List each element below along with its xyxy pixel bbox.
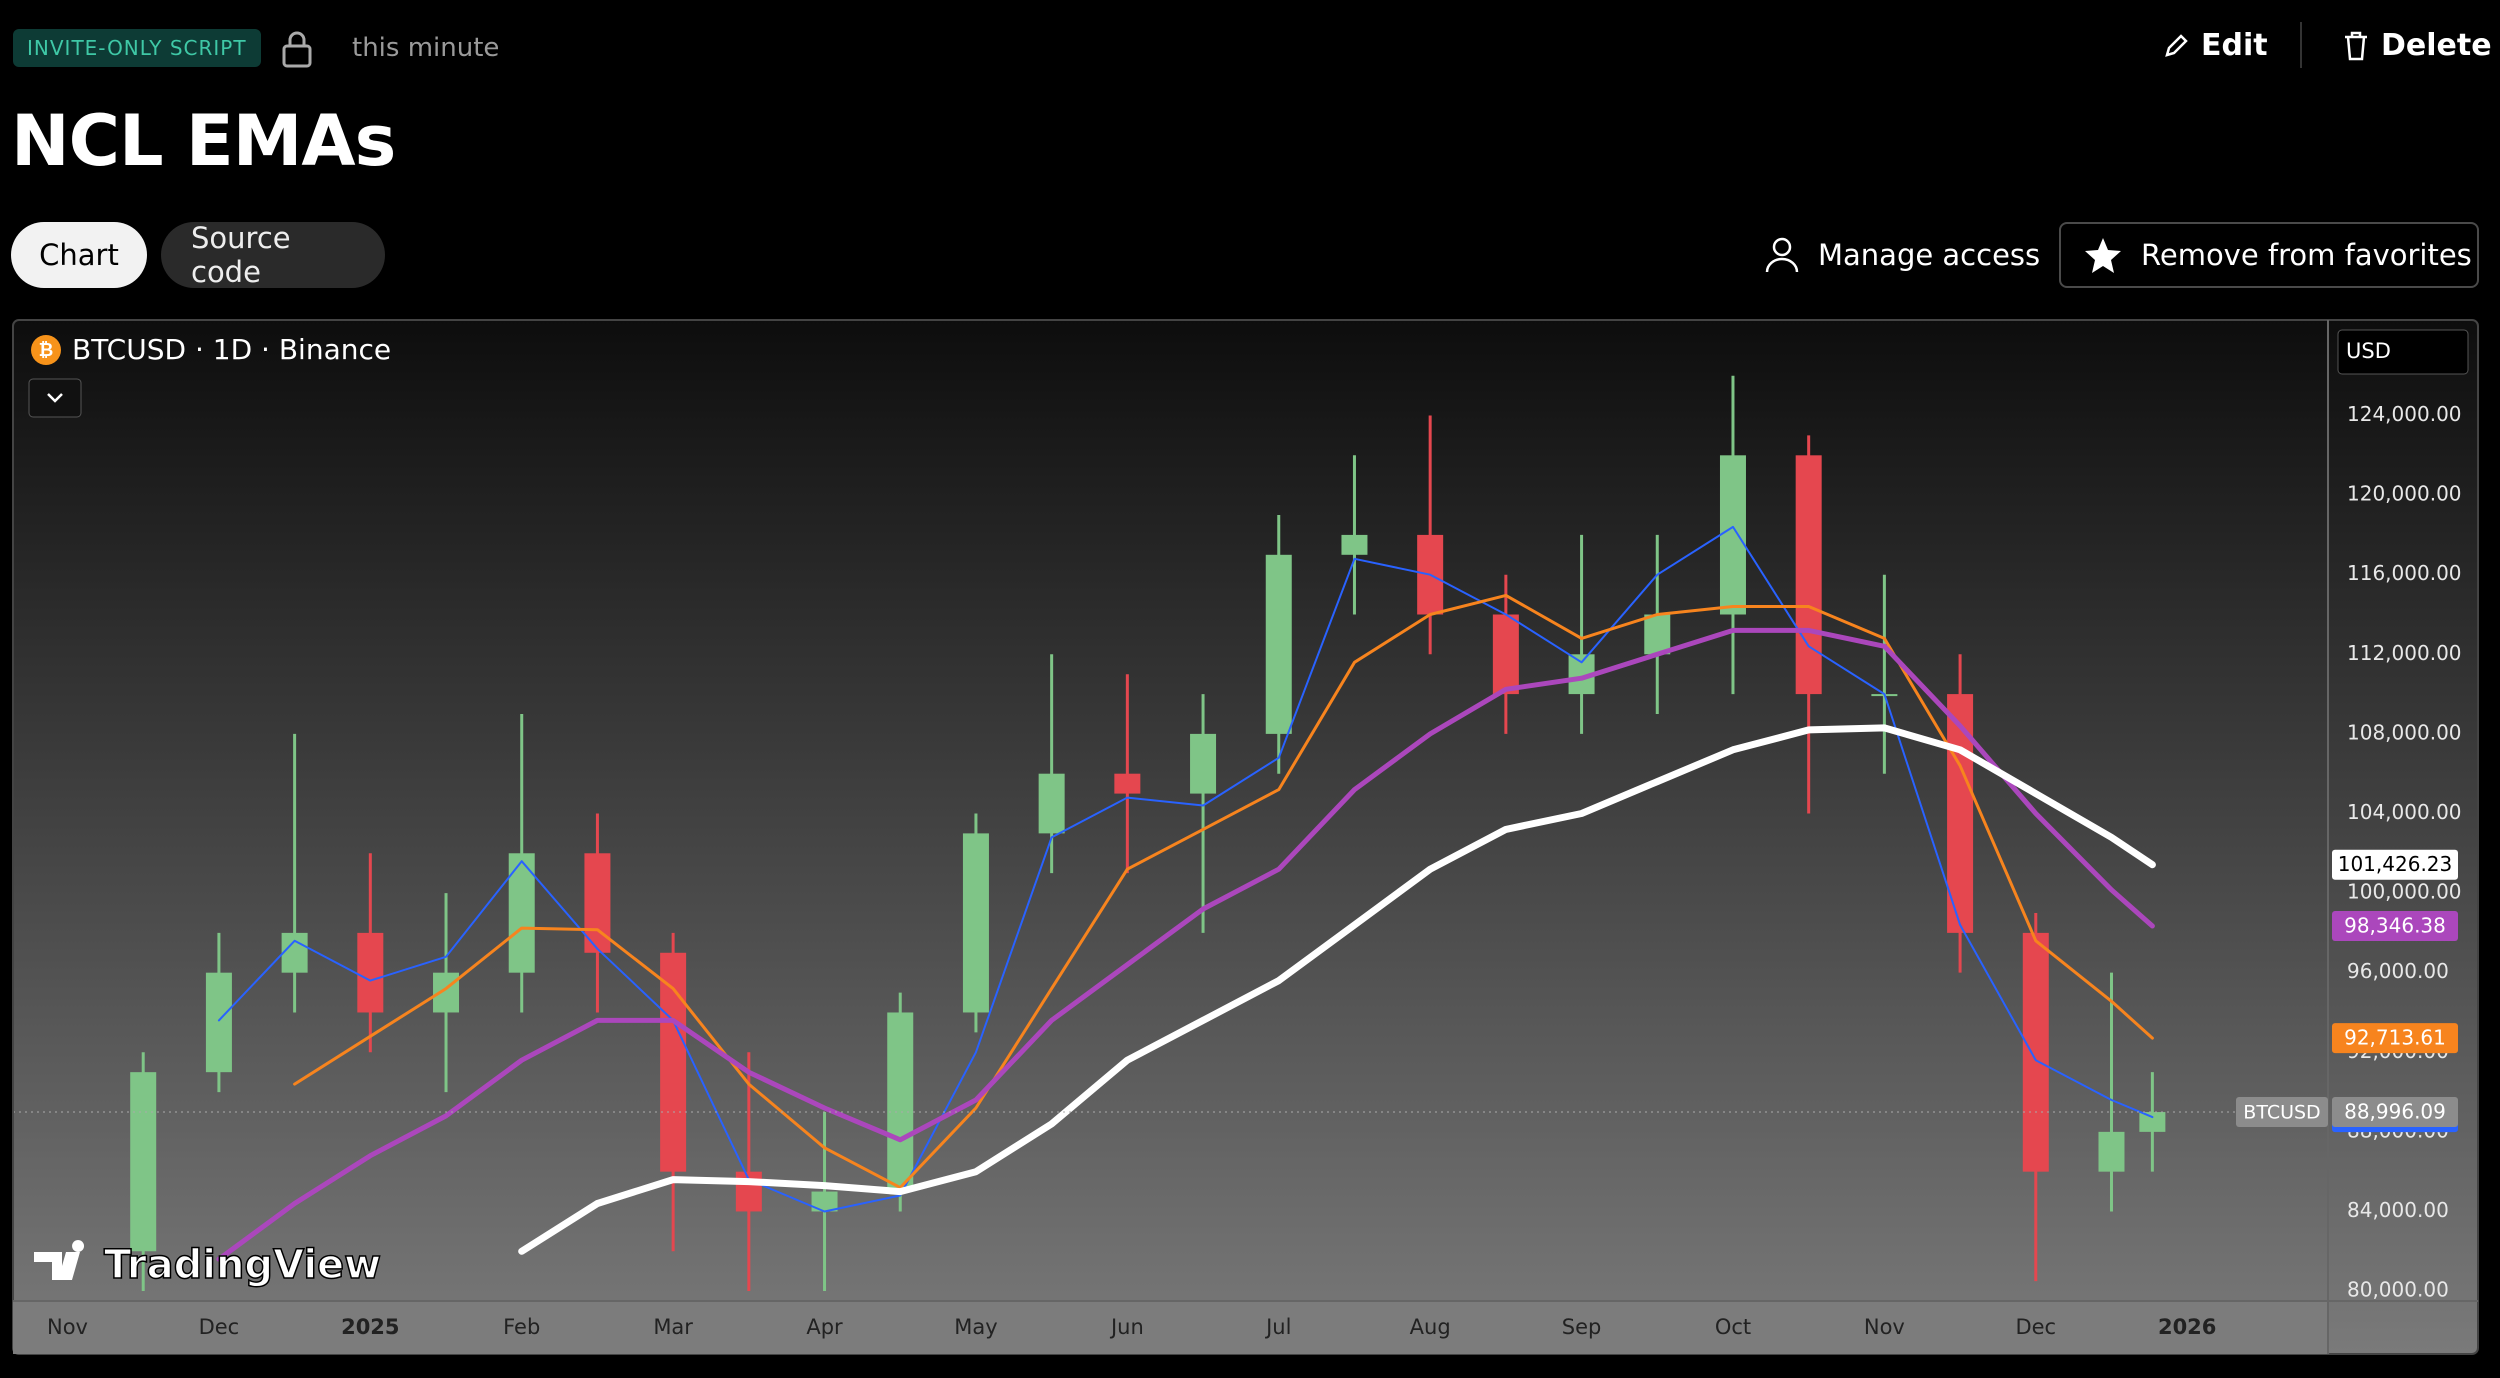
tv-logo bbox=[34, 1240, 85, 1280]
favorites-label: Remove from favorites bbox=[2141, 238, 2472, 272]
collapse-button[interactable] bbox=[28, 378, 82, 418]
lock-icon bbox=[282, 31, 312, 68]
y-tick-label: 96,000.00 bbox=[2347, 959, 2449, 983]
candle-body bbox=[962, 833, 989, 1013]
delete-icon bbox=[2345, 31, 2367, 60]
edit-label: Edit bbox=[2201, 28, 2268, 63]
candle-body bbox=[1719, 455, 1746, 615]
x-tick-label: Jul bbox=[1264, 1315, 1291, 1339]
x-tick-label: 2026 bbox=[2158, 1315, 2216, 1339]
tab-source[interactable]: Source code bbox=[161, 221, 385, 289]
currency-box[interactable] bbox=[2337, 329, 2469, 375]
x-tick-label: Nov bbox=[1864, 1315, 1905, 1339]
x-tick-label: Dec bbox=[2015, 1315, 2056, 1339]
ema-line bbox=[518, 724, 2156, 1255]
candle-body bbox=[2139, 1112, 2166, 1132]
ema-line bbox=[216, 627, 2155, 1262]
y-tick-label: 108,000.00 bbox=[2347, 720, 2462, 744]
btc-glyph: ₿ bbox=[39, 340, 54, 361]
series-value-tag: 101,426.23 bbox=[2338, 852, 2453, 876]
x-tick-label: Sep bbox=[1562, 1315, 1602, 1339]
x-tick-label: Dec bbox=[199, 1315, 240, 1339]
page-title: NCL EMAs bbox=[11, 100, 396, 182]
timestamp: this minute bbox=[352, 33, 500, 63]
candle-body bbox=[357, 932, 384, 1013]
x-tick-label: Aug bbox=[1410, 1315, 1451, 1339]
y-tick-label: 80,000.00 bbox=[2347, 1278, 2449, 1302]
candle-body bbox=[1265, 554, 1292, 734]
manage-access-label: Manage access bbox=[1818, 238, 2041, 272]
candle-body bbox=[887, 1012, 914, 1192]
btc-icon bbox=[31, 335, 61, 365]
x-tick-label: 2025 bbox=[341, 1315, 399, 1339]
candle-body bbox=[1341, 534, 1368, 555]
candle-body bbox=[660, 952, 687, 1172]
candle-body bbox=[130, 1072, 157, 1252]
candle-body bbox=[205, 972, 232, 1073]
candle-body bbox=[1644, 614, 1671, 655]
divider bbox=[2300, 22, 2302, 68]
candle-body bbox=[1114, 773, 1141, 794]
symbol-tag-bg bbox=[2236, 1097, 2328, 1128]
watermark: TradingView bbox=[104, 1242, 381, 1288]
series-value-tag-bg bbox=[2332, 910, 2458, 941]
symbol-title: BTCUSD · 1D · Binance bbox=[72, 333, 391, 366]
edit-icon bbox=[2165, 33, 2188, 57]
x-tick-label: Feb bbox=[503, 1315, 540, 1339]
edit-button[interactable]: Edit bbox=[2163, 28, 2268, 63]
candle-body bbox=[2022, 932, 2049, 1172]
x-tick-label: Jun bbox=[1109, 1315, 1144, 1339]
x-tick-label: Nov bbox=[47, 1315, 88, 1339]
candle-body bbox=[811, 1191, 838, 1212]
series-value-tag: 98,346.38 bbox=[2344, 913, 2446, 937]
symbol-tag: BTCUSD bbox=[2243, 1102, 2320, 1124]
y-tick-label: 104,000.00 bbox=[2347, 800, 2462, 824]
candle-body bbox=[1190, 733, 1217, 794]
x-tick-label: May bbox=[954, 1315, 997, 1339]
y-tick-label: 112,000.00 bbox=[2347, 641, 2462, 665]
price-tag-bg bbox=[2332, 1097, 2458, 1128]
badge: INVITE-ONLY SCRIPT bbox=[13, 29, 261, 67]
candle-body bbox=[1038, 773, 1065, 834]
candle-body bbox=[1492, 614, 1519, 695]
delete-button[interactable]: Delete bbox=[2343, 28, 2492, 63]
y-tick-label: 116,000.00 bbox=[2347, 561, 2462, 585]
tab-chart[interactable]: Chart bbox=[11, 222, 147, 288]
x-tick-label: Apr bbox=[806, 1315, 843, 1339]
delete-label: Delete bbox=[2381, 28, 2492, 63]
user-icon bbox=[1765, 237, 1799, 273]
star-icon bbox=[2085, 238, 2121, 273]
chevron bbox=[47, 393, 63, 403]
x-tick-label: Mar bbox=[653, 1315, 693, 1339]
manage-access[interactable]: Manage access bbox=[1764, 222, 2040, 288]
price-tag: 88,996.09 bbox=[2344, 1100, 2446, 1124]
series-value-tag-bg bbox=[2332, 849, 2458, 880]
ema-line bbox=[217, 525, 2154, 1213]
series-value-tag: 92,713.61 bbox=[2344, 1026, 2446, 1050]
x-tick-label: Oct bbox=[1715, 1315, 1751, 1339]
y-tick-label: 124,000.00 bbox=[2347, 402, 2462, 426]
y-tick-label: 84,000.00 bbox=[2347, 1198, 2449, 1222]
series-value-tag-bg bbox=[2332, 1023, 2458, 1054]
candle-body bbox=[2098, 1131, 2125, 1172]
candle-body bbox=[1795, 455, 1822, 695]
plot-area bbox=[14, 375, 2328, 1292]
favorites-button[interactable]: Remove from favorites bbox=[2059, 222, 2479, 288]
watermark-group: TradingView bbox=[34, 1240, 382, 1289]
currency: USD bbox=[2346, 339, 2391, 363]
time-axis bbox=[13, 1301, 2328, 1354]
y-tick-label: 100,000.00 bbox=[2347, 880, 2462, 904]
y-tick-label: 120,000.00 bbox=[2347, 482, 2462, 506]
ema-line bbox=[293, 593, 2154, 1190]
candle-body bbox=[281, 932, 308, 973]
